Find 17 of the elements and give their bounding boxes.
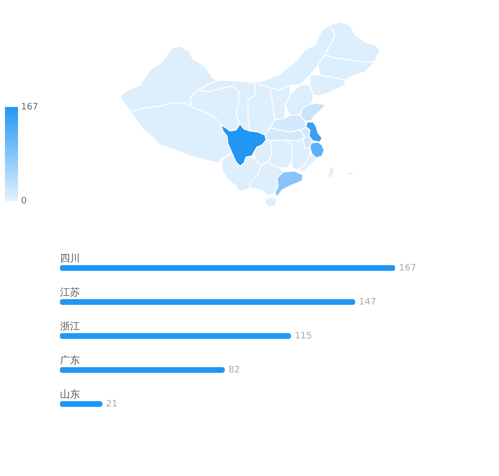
color-bar-label: 167: [21, 102, 38, 112]
y-tick-label: 浙江: [60, 320, 80, 333]
data-label: 115: [294, 331, 312, 342]
y-tick-label: 四川: [60, 252, 80, 265]
data-label: 82: [228, 365, 240, 376]
y-tick-label: 山东: [60, 388, 80, 401]
bar: [60, 401, 102, 407]
data-label: 147: [358, 297, 376, 308]
y-tick-label: 江苏: [60, 286, 80, 299]
bar: [60, 367, 225, 373]
data-label: 167: [399, 263, 416, 274]
y-tick-label: 广东: [60, 354, 80, 367]
bar: [60, 333, 292, 339]
bar: [60, 265, 395, 271]
color-bar-label: 0: [21, 196, 27, 206]
data-label: 21: [106, 399, 118, 410]
bar: [60, 299, 356, 305]
